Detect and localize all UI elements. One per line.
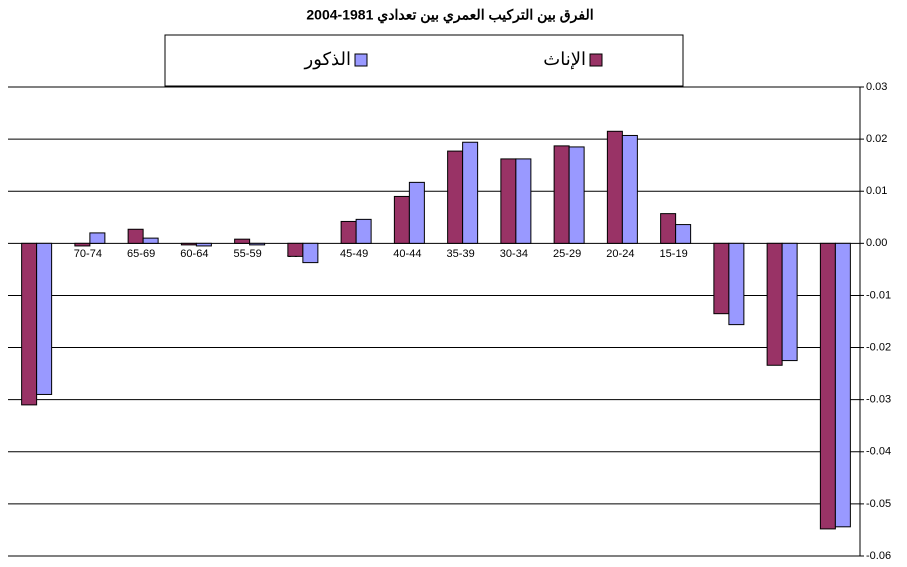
bar: [74, 242, 91, 247]
bar: [340, 220, 357, 244]
bar: [447, 150, 464, 244]
bar: [180, 242, 197, 246]
bar: [36, 242, 53, 395]
bar: [21, 242, 38, 406]
y-tick-label: -0.01: [866, 289, 891, 301]
bar: [568, 146, 585, 244]
bar: [127, 228, 144, 244]
bar: [249, 242, 266, 246]
y-tick-label: -0.04: [866, 446, 891, 458]
bar: [393, 195, 410, 244]
bar: [287, 242, 304, 257]
x-tick-label: 70-74: [74, 248, 102, 260]
bar: [408, 181, 425, 244]
x-tick-label: 60-64: [180, 248, 208, 260]
chart-title: الفرق بين التركيب العمري بين تعدادي 1981…: [306, 7, 593, 24]
bar: [781, 242, 798, 362]
y-tick-label: 0.03: [866, 81, 887, 93]
legend-swatch: [589, 53, 603, 67]
bar: [553, 145, 570, 244]
x-tick-label: 15-19: [660, 248, 688, 260]
bar: [515, 158, 532, 244]
legend-swatch: [354, 53, 368, 67]
y-tick-label: -0.02: [866, 341, 891, 353]
bar: [606, 130, 623, 244]
y-tick-label: 0.00: [866, 237, 887, 249]
y-tick-label: 0.01: [866, 185, 887, 197]
bar: [728, 242, 745, 326]
x-tick-label: 45-49: [340, 248, 368, 260]
x-tick-label: 65-69: [127, 248, 155, 260]
bar: [142, 237, 159, 244]
legend-box: [164, 34, 684, 87]
bar: [195, 242, 212, 247]
x-tick-label: 25-29: [553, 248, 581, 260]
x-tick-label: 30-34: [500, 248, 528, 260]
bar: [713, 242, 730, 315]
bar: [675, 224, 692, 244]
y-tick-label: -0.06: [866, 550, 891, 562]
bar: [89, 232, 106, 244]
x-tick-label: 20-24: [606, 248, 634, 260]
bar: [660, 213, 677, 244]
bar: [234, 238, 251, 244]
bar: [819, 242, 836, 530]
bar: [621, 134, 638, 244]
y-tick-label: -0.05: [866, 498, 891, 510]
x-tick-label: 35-39: [447, 248, 475, 260]
x-tick-label: 55-59: [234, 248, 262, 260]
y-tick-label: 0.02: [866, 133, 887, 145]
bar: [462, 141, 479, 244]
legend-label: الذكور: [304, 49, 352, 70]
y-tick-label: -0.03: [866, 394, 891, 406]
bar: [834, 242, 851, 528]
bar: [302, 242, 319, 264]
legend-label: الإناث: [543, 49, 586, 70]
bar: [355, 218, 372, 244]
bar: [500, 158, 517, 244]
x-tick-label: 40-44: [393, 248, 421, 260]
bar: [766, 242, 783, 366]
